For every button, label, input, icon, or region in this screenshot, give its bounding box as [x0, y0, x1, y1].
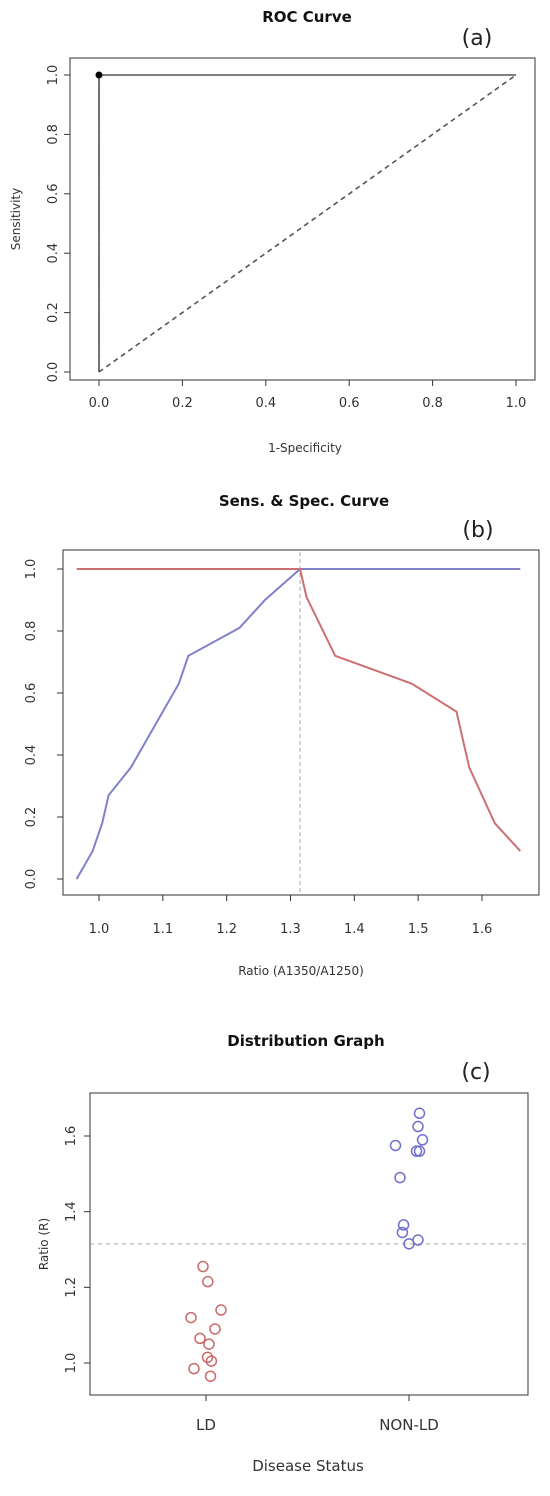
x-tick-label: 0.0	[89, 396, 110, 411]
specificity-line	[76, 568, 522, 852]
x-tick-label: 0.2	[172, 396, 193, 411]
y-tick-label: 1.0	[64, 1353, 79, 1374]
non-ld-point	[394, 1171, 406, 1184]
non-ld-point	[389, 1139, 402, 1152]
x-tick-label: 0.4	[255, 396, 276, 411]
ld-point	[205, 1355, 218, 1367]
chart-title: Sens. & Spec. Curve	[219, 492, 389, 510]
x-tick-label: 0.8	[422, 396, 443, 411]
x-tick-label: 1.2	[216, 922, 237, 937]
non-ld-point	[413, 1107, 426, 1120]
optimal-point	[95, 71, 103, 79]
y-axis-label: Ratio (R)	[37, 1218, 51, 1270]
y-tick-label: 1.4	[64, 1201, 79, 1222]
y-tick-label: 0.4	[46, 243, 61, 264]
x-tick-label: 1.3	[280, 922, 301, 937]
ld-point	[204, 1370, 217, 1382]
x-tick-label: 0.6	[339, 396, 360, 411]
ld-point	[215, 1304, 227, 1316]
ld-point	[209, 1323, 221, 1335]
x-category-label: NON-LD	[379, 1416, 439, 1434]
ld-point	[188, 1362, 200, 1375]
y-tick-label: 0.0	[46, 362, 61, 383]
chart-title: Distribution Graph	[227, 1032, 384, 1050]
y-tick-label: 0.8	[24, 621, 39, 642]
x-tick-label: 1.5	[408, 922, 429, 937]
non-ld-point	[412, 1120, 424, 1133]
x-category-label: LD	[196, 1416, 216, 1434]
y-tick-label: 0.8	[46, 124, 61, 145]
x-tick-label: 1.0	[506, 396, 527, 411]
non-ld-point	[397, 1219, 410, 1231]
x-axis-label: 1-Specificity	[268, 441, 342, 455]
x-axis-label: Disease Status	[252, 1457, 364, 1475]
plot-frame	[69, 57, 536, 381]
y-tick-label: 0.6	[46, 183, 61, 204]
y-tick-label: 1.0	[24, 559, 39, 580]
y-tick-label: 0.2	[46, 302, 61, 323]
y-tick-label: 0.6	[24, 683, 39, 704]
y-tick-label: 0.4	[24, 745, 39, 766]
ld-point	[185, 1311, 197, 1324]
panel-label: (a)	[462, 26, 493, 51]
y-tick-label: 0.2	[24, 807, 39, 828]
sens-spec-curve-panel: Sens. & Spec. Curve (b) Ratio (A1350/A12…	[24, 492, 540, 978]
y-tick-label: 1.2	[64, 1277, 79, 1298]
x-tick-label: 1.6	[472, 922, 493, 937]
y-tick-label: 1.0	[46, 65, 61, 86]
non-ld-point	[396, 1226, 409, 1239]
non-ld-point	[413, 1145, 426, 1157]
non-ld-point	[416, 1134, 429, 1146]
roc-curve-panel: ROC Curve (a) Sensitivity 1-Specificity …	[9, 8, 536, 455]
ld-point	[201, 1351, 214, 1364]
ld-point	[194, 1332, 206, 1345]
sensitivity-line	[75, 568, 521, 880]
non-ld-point	[410, 1145, 423, 1157]
non-ld-point	[403, 1238, 415, 1250]
ld-point	[197, 1260, 209, 1273]
y-tick-label: 1.6	[64, 1126, 79, 1147]
ld-point	[202, 1275, 214, 1288]
y-tick-label: 0.0	[24, 869, 39, 890]
x-tick-label: 1.0	[89, 922, 110, 937]
chart-title: ROC Curve	[262, 8, 352, 26]
chance-diagonal-line	[98, 74, 517, 373]
x-axis-label: Ratio (A1350/A1250)	[238, 964, 364, 978]
y-axis-label: Sensitivity	[9, 188, 23, 250]
plot-frame	[62, 549, 540, 896]
ld-point	[203, 1338, 215, 1350]
distribution-graph-panel: Distribution Graph (c) Ratio (R) Disease…	[37, 1032, 529, 1475]
panel-label: (b)	[462, 518, 493, 543]
x-tick-label: 1.4	[344, 922, 365, 937]
panel-label: (c)	[461, 1060, 490, 1085]
x-tick-label: 1.1	[152, 922, 173, 937]
